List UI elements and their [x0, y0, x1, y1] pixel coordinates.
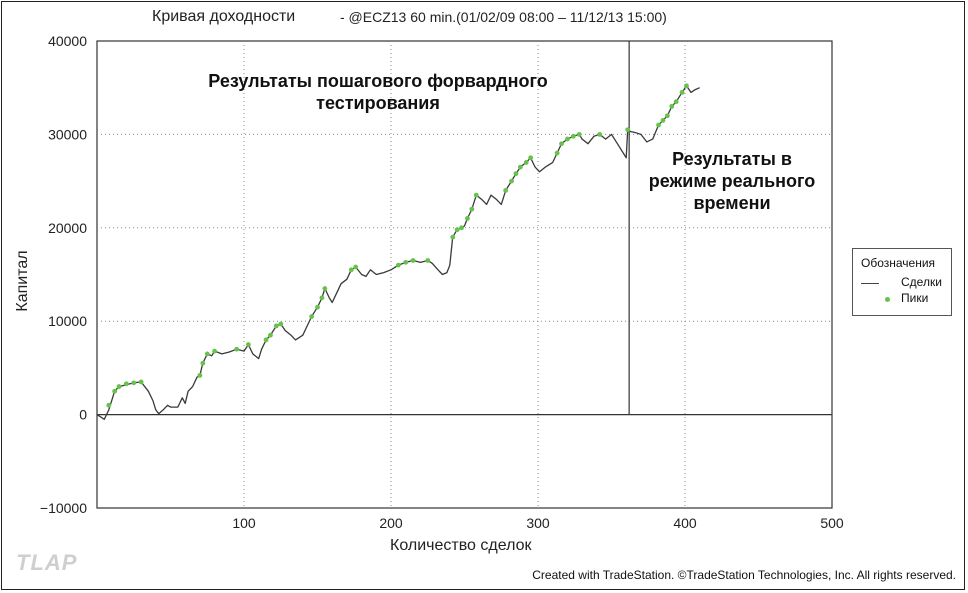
peak-point	[112, 388, 118, 394]
peak-point	[669, 103, 675, 109]
y-tick-label: 10000	[48, 313, 87, 329]
peak-point	[509, 178, 514, 184]
y-tick-label: −10000	[40, 500, 87, 516]
peak-point	[273, 323, 279, 329]
peak-point	[523, 160, 529, 165]
peak-point	[197, 372, 203, 378]
peak-point	[124, 381, 129, 387]
peak-point	[554, 150, 560, 156]
legend: Обозначения Сделки Пики	[852, 248, 952, 316]
x-tick-label: 200	[379, 515, 403, 531]
legend-title: Обозначения	[861, 256, 936, 270]
peak-point	[454, 227, 460, 233]
series-line-trades	[96, 85, 700, 420]
peak-point	[410, 258, 416, 263]
peak-point	[469, 206, 475, 212]
peak-point	[576, 132, 582, 137]
peak-point	[395, 262, 401, 268]
peak-point	[315, 304, 320, 310]
peak-point	[131, 380, 137, 386]
peak-point	[597, 132, 603, 137]
x-tick-label: 300	[526, 515, 550, 531]
peak-point	[679, 89, 685, 95]
peak-point	[559, 141, 564, 147]
annotation-realtime: Результаты в режиме реального времени	[648, 149, 816, 213]
dot-swatch-icon	[885, 297, 890, 302]
legend-item-trades: Сделки	[861, 275, 951, 291]
peak-point	[234, 346, 240, 352]
peak-point	[116, 384, 122, 389]
y-tick-label: 40000	[48, 33, 87, 49]
y-tick-label: 0	[79, 407, 87, 423]
peak-point	[425, 258, 431, 263]
y-tick-label: 20000	[48, 220, 87, 236]
chart-title: Кривая доходности	[152, 8, 296, 25]
peak-point	[353, 264, 359, 270]
peak-point	[570, 133, 576, 139]
plot-area	[96, 40, 833, 509]
x-tick-label: 500	[820, 515, 844, 531]
peak-point	[465, 216, 470, 221]
peak-point	[309, 314, 315, 319]
peak-point	[403, 259, 409, 265]
y-axis-label-wrap: Капитал	[8, 230, 32, 340]
peak-point	[473, 192, 479, 198]
peak-point	[450, 234, 456, 240]
peak-point	[322, 286, 328, 291]
peak-point	[517, 164, 523, 170]
peak-point	[684, 83, 689, 89]
peak-point	[278, 321, 284, 327]
peak-point	[513, 171, 519, 177]
peak-point	[263, 337, 269, 343]
y-tick-label: 30000	[48, 126, 87, 142]
chart-subtitle: - @ECZ13 60 min.(01/02/09 08:00 – 11/12/…	[340, 9, 667, 25]
legend-label-peaks: Пики	[901, 291, 929, 305]
peak-point	[200, 360, 206, 366]
peak-point	[673, 99, 679, 105]
peak-point	[565, 136, 570, 142]
x-axis-label: Количество сделок	[390, 537, 532, 554]
peak-point	[459, 225, 464, 231]
peak-point	[348, 267, 354, 273]
x-tick-label: 100	[232, 515, 256, 531]
annotation-walk-forward: Результаты пошагового форвардного тестир…	[208, 71, 548, 113]
peak-point	[656, 122, 661, 128]
peak-point	[503, 188, 509, 193]
legend-item-peaks: Пики	[861, 291, 951, 307]
watermark-logo: TLAP	[16, 550, 78, 575]
peak-point	[664, 113, 670, 119]
peak-point	[106, 402, 112, 408]
peak-point	[212, 348, 218, 354]
peak-point	[138, 379, 144, 385]
peak-point	[625, 127, 631, 133]
credit-text: Created with TradeStation. ©TradeStation…	[532, 568, 956, 582]
peak-point	[660, 117, 666, 123]
x-tick-label: 400	[673, 515, 697, 531]
peak-point	[528, 155, 534, 161]
peak-point	[319, 295, 325, 301]
y-axis-label: Капитал	[14, 250, 31, 312]
peak-point	[204, 351, 210, 357]
peak-point	[268, 332, 273, 338]
peak-point	[246, 342, 251, 347]
line-swatch-icon	[861, 283, 879, 284]
legend-label-trades: Сделки	[901, 275, 942, 289]
